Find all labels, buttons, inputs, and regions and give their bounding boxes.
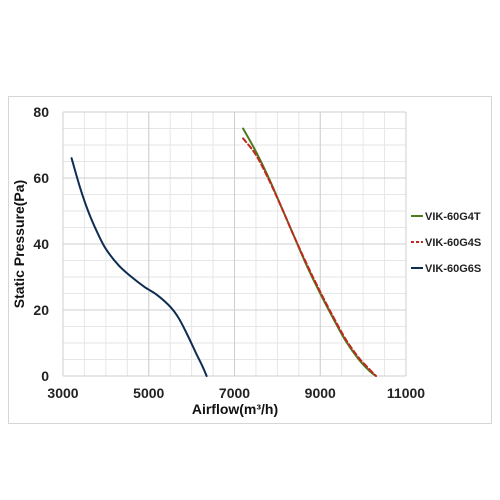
x-tick-label: 11000 bbox=[387, 385, 425, 401]
y-tick-label: 20 bbox=[33, 302, 49, 318]
series-lines bbox=[70, 127, 377, 377]
legend-label-vik-60g4t: VIK-60G4T bbox=[425, 211, 481, 223]
legend: VIK-60G4T VIK-60G4S VIK-60G6S bbox=[411, 211, 481, 275]
grid bbox=[62, 111, 407, 377]
x-axis-title: Airflow(m³/h) bbox=[192, 401, 278, 417]
x-tick-label: 3000 bbox=[47, 385, 78, 401]
x-tick-label: 7000 bbox=[219, 385, 250, 401]
series-line-vik-60g4s bbox=[242, 137, 377, 377]
tick-labels: 3000 5000 7000 9000 11000 0 20 40 60 80 bbox=[33, 104, 425, 401]
y-tick-label: 60 bbox=[33, 170, 49, 186]
y-tick-label: 40 bbox=[33, 236, 49, 252]
legend-label-vik-60g6s: VIK-60G6S bbox=[425, 263, 481, 275]
y-tick-label: 80 bbox=[33, 104, 49, 120]
legend-label-vik-60g4s: VIK-60G4S bbox=[425, 237, 481, 249]
x-tick-label: 5000 bbox=[133, 385, 164, 401]
y-tick-label: 0 bbox=[41, 368, 49, 384]
y-axis-title: Static Pressure(Pa) bbox=[11, 180, 27, 308]
x-tick-label: 9000 bbox=[305, 385, 336, 401]
series-line-vik-60g6s bbox=[70, 157, 208, 377]
